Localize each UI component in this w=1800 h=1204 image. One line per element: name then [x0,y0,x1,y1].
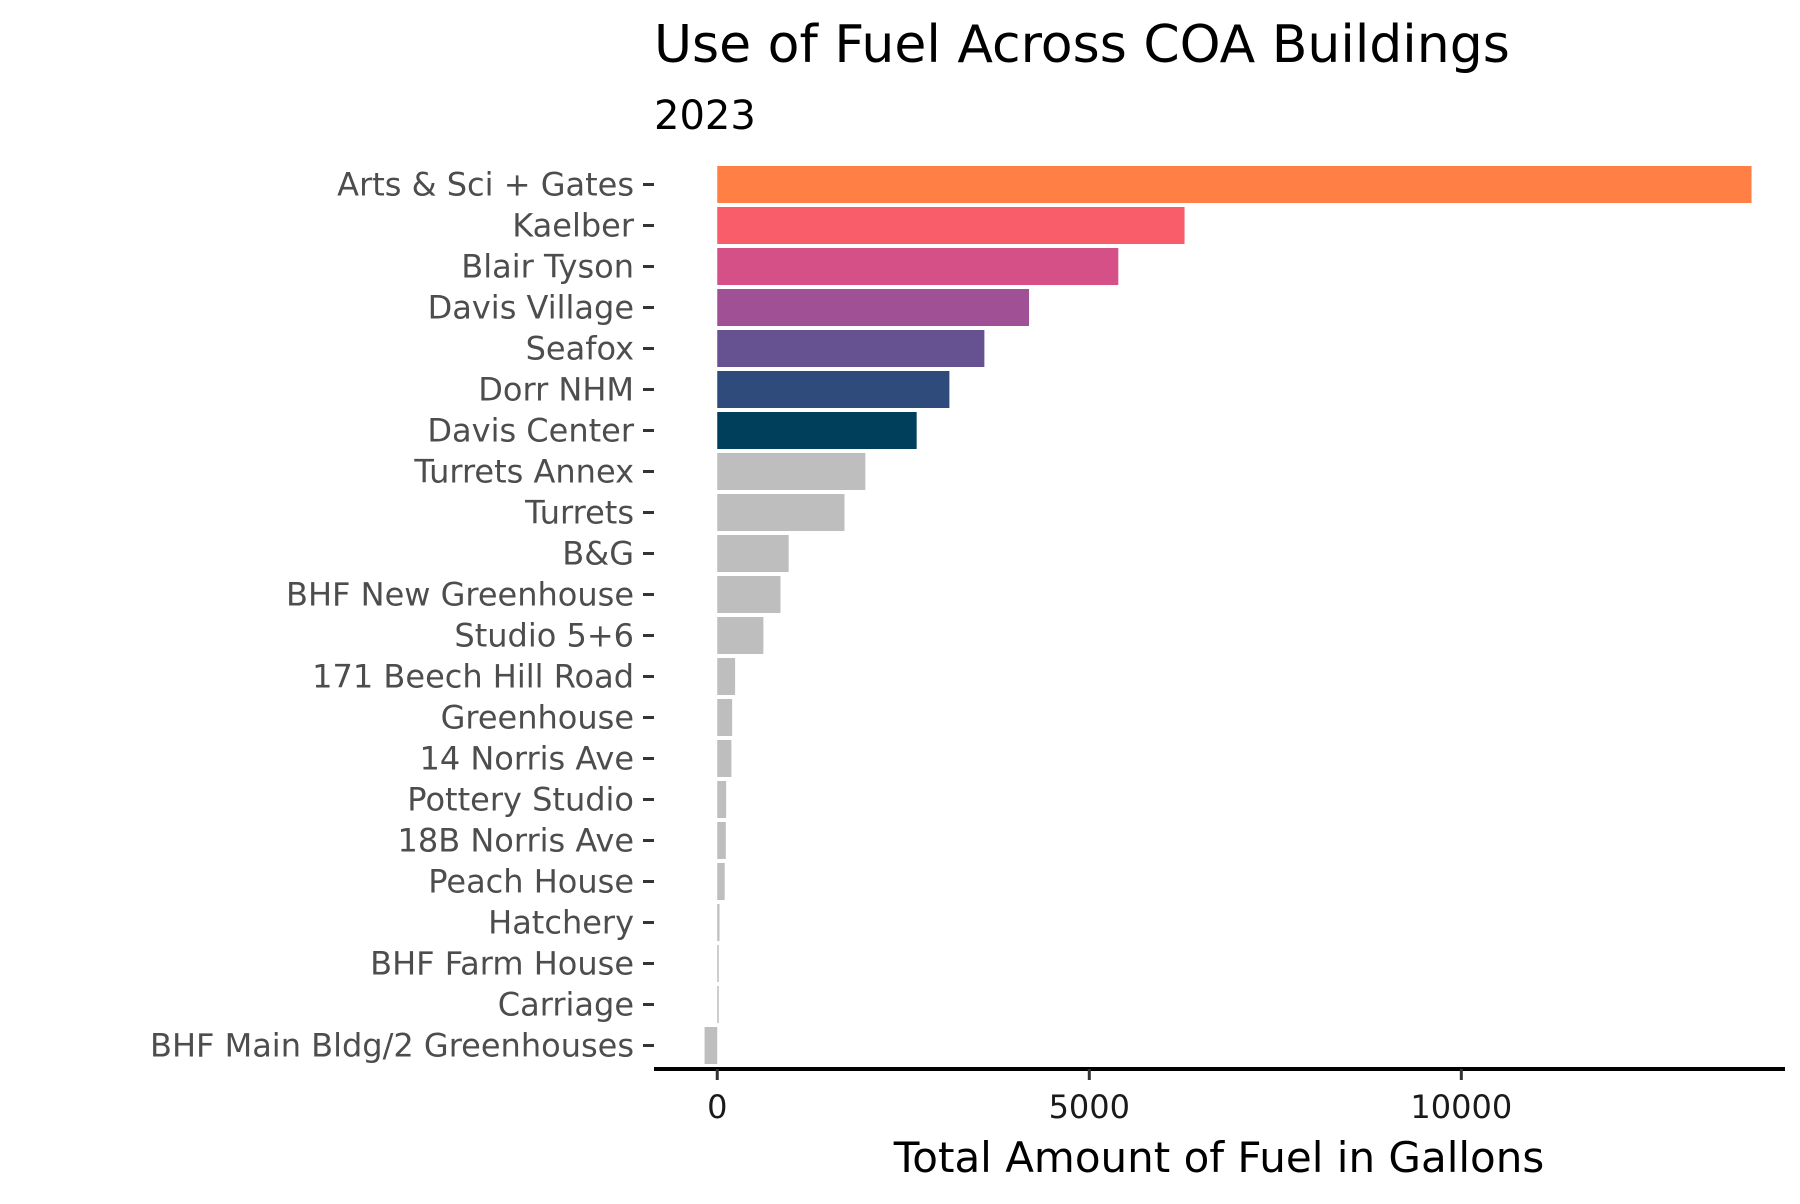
bars [704,166,1752,1064]
y-tick-label-studio-5-6: Studio 5+6 [454,617,634,655]
bar-seafox [717,330,985,367]
y-tick-label-davis-center: Davis Center [427,412,634,450]
y-tick-label-dorr-nhm: Dorr NHM [478,371,634,409]
bar-pottery-studio [717,781,727,818]
bar-14-norris-ave [717,740,732,777]
chart-title: Use of Fuel Across COA Buildings [654,15,1510,75]
y-tick-label-carriage: Carriage [498,986,634,1024]
bar-kaelber [717,207,1185,244]
y-tick-label-18b-norris-ave: 18B Norris Ave [398,822,634,860]
y-tick-label-bhf-new-greenhouse: BHF New Greenhouse [286,576,634,614]
y-tick-label-bhf-main-bldg-2-greenhouses: BHF Main Bldg/2 Greenhouses [150,1027,634,1065]
y-tick-label-turrets-annex: Turrets Annex [413,453,634,491]
bar-turrets-annex [717,453,866,490]
y-tick-label-bhf-farm-house: BHF Farm House [370,945,634,983]
y-tick-label-seafox: Seafox [526,330,634,368]
y-tick-label-arts-sci-gates: Arts & Sci + Gates [337,166,634,204]
bar-arts-sci-gates [717,166,1752,203]
bar-bhf-new-greenhouse [717,576,781,613]
y-tick-label-hatchery: Hatchery [488,904,634,942]
y-tick-label-turrets: Turrets [524,494,634,532]
bar-turrets [717,494,845,531]
bar-hatchery [717,904,720,941]
bar-bhf-main-bldg-2-greenhouses [704,1027,718,1064]
y-axis-ticks [643,183,654,1047]
bar-171-beech-hill-road [717,658,736,695]
bar-18b-norris-ave [717,822,726,859]
x-axis-labels: 0 5000 10000 [707,1088,1512,1126]
bar-davis-center [717,412,917,449]
y-tick-label-blair-tyson: Blair Tyson [461,248,634,286]
bar-peach-house [717,863,725,900]
x-tick-label-5000: 5000 [1049,1088,1130,1126]
x-axis-title: Total Amount of Fuel in Gallons [893,1133,1544,1182]
y-tick-label-greenhouse: Greenhouse [441,699,634,737]
bar-studio-5-6 [717,617,764,654]
y-tick-label-peach-house: Peach House [428,863,634,901]
y-tick-label-kaelber: Kaelber [512,207,635,245]
y-tick-label-pottery-studio: Pottery Studio [407,781,634,819]
x-tick-label-0: 0 [707,1088,727,1126]
bar-blair-tyson [717,248,1119,285]
bar-bhf-farm-house [717,945,719,982]
y-tick-label-davis-village: Davis Village [428,289,634,327]
y-tick-label-14-norris-ave: 14 Norris Ave [419,740,634,778]
bar-davis-village [717,289,1030,326]
chart-subtitle: 2023 [654,93,756,139]
bar-dorr-nhm [717,371,950,408]
bar-b-g [717,535,789,572]
x-axis-ticks [715,1069,1463,1080]
bar-greenhouse [717,699,733,736]
y-tick-label-b-g: B&G [562,535,634,573]
y-tick-label-171-beech-hill-road: 171 Beech Hill Road [312,658,634,696]
bar-carriage [717,986,719,1023]
x-tick-label-10000: 10000 [1410,1088,1512,1126]
